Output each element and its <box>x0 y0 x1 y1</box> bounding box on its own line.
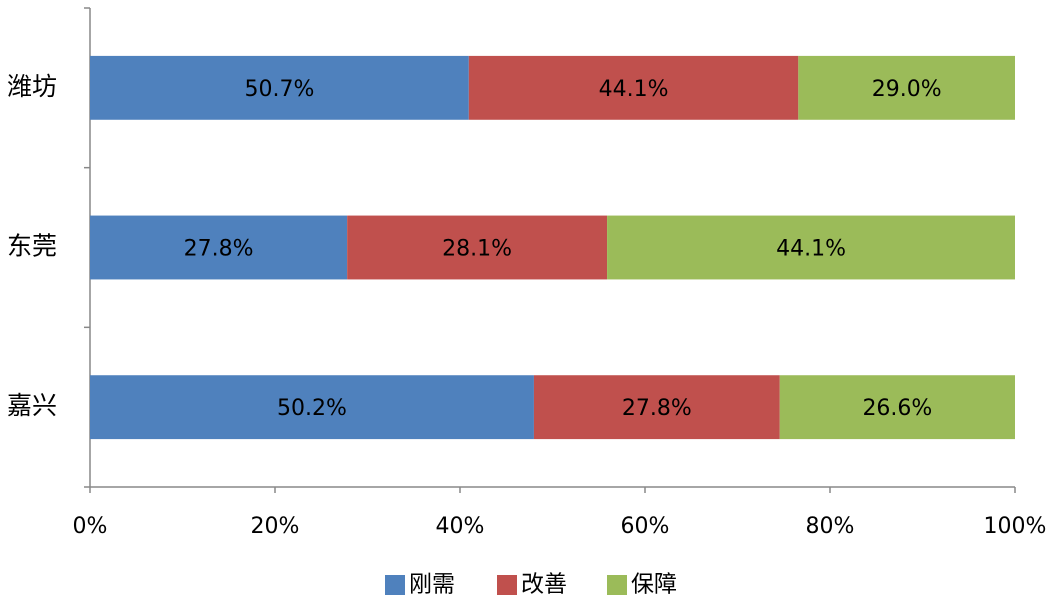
value-label: 29.0% <box>872 77 942 102</box>
bar-segment <box>533 375 780 440</box>
legend-swatch <box>385 575 405 595</box>
x-tick-label: 80% <box>806 514 855 539</box>
legend-swatch <box>607 575 627 595</box>
bar-segment <box>607 215 1015 280</box>
bar-segment <box>798 55 1015 120</box>
bar-segment <box>90 375 534 440</box>
bar-segment <box>468 55 799 120</box>
legend-label: 刚需 <box>409 572 455 598</box>
legend-label: 保障 <box>631 572 677 598</box>
category-label: 潍坊 <box>7 72 57 101</box>
bar-segment <box>90 215 348 280</box>
value-label: 50.2% <box>277 396 347 421</box>
x-tick-label: 40% <box>436 514 485 539</box>
legend-label: 改善 <box>521 572 567 598</box>
value-label: 26.6% <box>862 396 932 421</box>
value-label: 27.8% <box>622 396 692 421</box>
bar-segment <box>90 55 469 120</box>
category-label: 嘉兴 <box>7 391 57 420</box>
value-label: 27.8% <box>184 237 254 262</box>
x-tick-label: 20% <box>251 514 300 539</box>
x-tick-label: 60% <box>621 514 670 539</box>
x-tick-label: 0% <box>73 514 108 539</box>
value-label: 50.7% <box>244 77 314 102</box>
x-tick-label: 100% <box>984 514 1047 539</box>
value-label: 28.1% <box>442 237 512 262</box>
bar-segment <box>779 375 1015 440</box>
value-label: 44.1% <box>776 237 846 262</box>
bar-segment <box>347 215 608 280</box>
legend-swatch <box>497 575 517 595</box>
value-label: 44.1% <box>599 77 669 102</box>
category-label: 东莞 <box>7 232 57 261</box>
